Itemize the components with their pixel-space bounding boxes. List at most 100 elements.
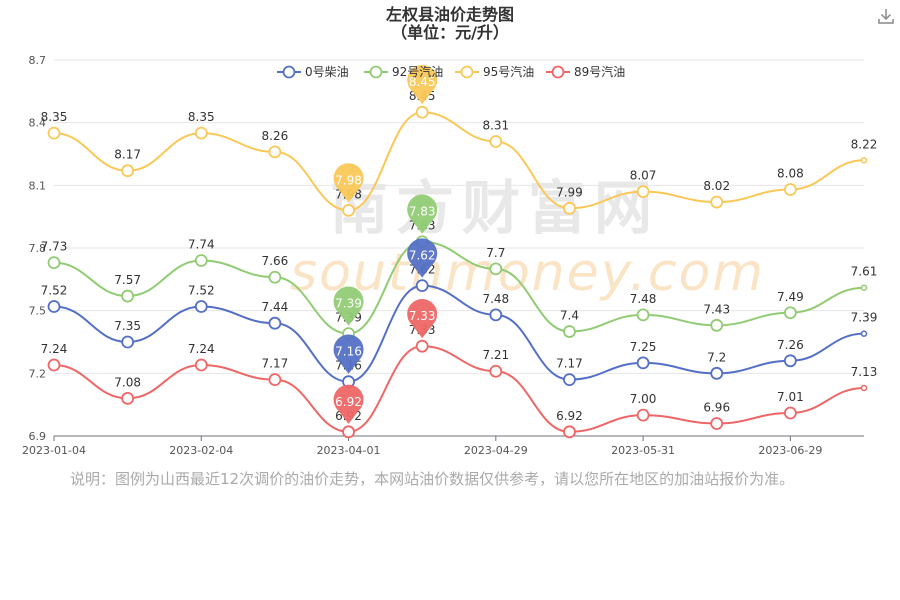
series-3: 7.247.087.247.176.927.337.216.927.006.96… — [41, 323, 878, 439]
data-point — [121, 164, 135, 178]
markpoint-pin — [407, 65, 438, 105]
data-label: 7.2 — [707, 350, 726, 364]
download-button[interactable] — [876, 6, 896, 26]
data-point — [860, 384, 868, 392]
legend-label: 92号汽油 — [392, 64, 443, 79]
data-point — [710, 366, 724, 380]
data-label: 7.24 — [188, 342, 215, 356]
data-label: 8.35 — [41, 110, 68, 124]
data-label: 7.43 — [703, 302, 730, 316]
data-point — [194, 254, 208, 267]
data-point — [636, 185, 650, 199]
data-point — [783, 406, 797, 420]
markpoint-pin — [333, 163, 364, 203]
markpoint-label: 7.98 — [335, 173, 362, 187]
data-point — [860, 284, 868, 291]
data-point — [47, 300, 61, 313]
data-point — [860, 157, 868, 164]
x-tick-label: 2023-04-01 — [317, 444, 381, 457]
y-tick-label: 8.1 — [29, 179, 47, 192]
data-label: 7.01 — [777, 390, 804, 404]
data-point — [710, 417, 724, 430]
data-label: 7.39 — [851, 311, 878, 325]
markpoint-label: 7.39 — [335, 297, 362, 311]
data-label: 7.52 — [41, 283, 68, 297]
watermark-en: southmoney.com — [290, 243, 765, 303]
series-line — [53, 345, 865, 433]
download-icon[interactable] — [876, 6, 896, 26]
y-tick-label: 6.9 — [29, 430, 47, 443]
data-label: 7.66 — [262, 254, 289, 268]
markpoint-label: 7.16 — [335, 345, 362, 359]
x-tick-label: 2023-05-31 — [611, 444, 675, 457]
data-label: 7.99 — [556, 185, 583, 199]
data-label: 7.25 — [630, 340, 657, 354]
data-point — [710, 195, 724, 209]
markpoint-pin — [407, 298, 438, 339]
markpoint-label: 7.33 — [409, 309, 436, 323]
data-label: 7.73 — [41, 240, 68, 254]
chart-subtitle: （单位：元/升） — [391, 23, 509, 42]
data-label: 8.02 — [703, 179, 730, 193]
data-label: 8.08 — [777, 167, 804, 181]
data-label: 7.7 — [486, 246, 505, 260]
data-label: 7.61 — [851, 265, 878, 279]
data-point — [268, 373, 282, 387]
markpoint-label: 7.83 — [409, 205, 436, 219]
data-point — [194, 126, 208, 140]
x-tick-label: 2023-02-04 — [169, 444, 233, 457]
chart-title: 左权县油价走势图 — [385, 5, 514, 24]
x-tick-label: 2023-01-04 — [22, 444, 86, 457]
data-label: 7.08 — [114, 375, 141, 389]
data-point — [194, 300, 208, 313]
data-label: 7.35 — [114, 319, 141, 333]
data-point — [415, 279, 429, 293]
data-label: 8.26 — [262, 129, 289, 143]
data-point — [489, 135, 503, 148]
data-label: 7.13 — [851, 365, 878, 379]
data-label: 7.44 — [262, 300, 289, 314]
x-tick-label: 2023-04-29 — [464, 444, 528, 457]
legend-symbol — [369, 65, 383, 79]
data-point — [489, 262, 503, 276]
data-point — [268, 270, 282, 284]
x-tick-label: 2023-06-29 — [758, 444, 822, 457]
watermark-cn: 南方财富网 — [330, 174, 660, 242]
data-label: 7.48 — [482, 292, 509, 306]
data-point — [636, 308, 650, 322]
data-point — [636, 408, 650, 422]
data-label: 7.49 — [777, 290, 804, 304]
data-label: 7.74 — [188, 238, 215, 252]
data-label: 8.07 — [630, 169, 657, 183]
data-point — [563, 201, 576, 215]
legend-symbol — [551, 65, 565, 79]
data-label: 8.31 — [482, 118, 509, 132]
data-point — [121, 335, 135, 349]
markpoint-pin — [333, 334, 364, 374]
data-point — [636, 356, 650, 370]
data-label: 7.00 — [630, 392, 657, 406]
data-label: 7.24 — [41, 342, 68, 356]
markpoint-label: 8.45 — [409, 75, 436, 89]
legend-symbol — [282, 65, 296, 79]
data-point — [783, 354, 797, 368]
data-point — [563, 373, 576, 387]
data-label: 7.52 — [188, 283, 215, 297]
data-point — [268, 145, 282, 159]
data-point — [563, 325, 576, 338]
data-label: 8.35 — [188, 110, 215, 124]
markpoint-pin — [407, 194, 438, 234]
legend-symbol — [460, 65, 474, 79]
data-point — [47, 126, 61, 140]
y-tick-label: 7.5 — [29, 305, 47, 318]
data-point — [342, 203, 355, 217]
data-label: 7.48 — [630, 292, 657, 306]
data-label: 7.26 — [777, 338, 804, 352]
markpoint-pin — [407, 238, 438, 278]
data-point — [47, 256, 61, 270]
data-label: 7.4 — [560, 309, 579, 323]
data-point — [415, 105, 429, 119]
y-tick-label: 7.8 — [29, 242, 47, 255]
legend-label: 89号汽油 — [574, 64, 625, 79]
